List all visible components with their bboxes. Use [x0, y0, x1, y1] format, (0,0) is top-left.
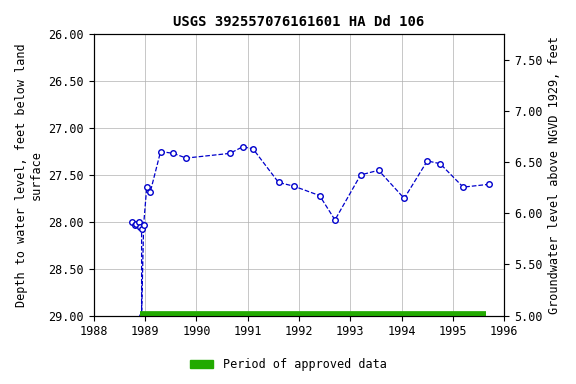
Y-axis label: Groundwater level above NGVD 1929, feet: Groundwater level above NGVD 1929, feet	[548, 36, 561, 314]
Legend: Period of approved data: Period of approved data	[185, 354, 391, 376]
Title: USGS 392557076161601 HA Dd 106: USGS 392557076161601 HA Dd 106	[173, 15, 425, 29]
Y-axis label: Depth to water level, feet below land
surface: Depth to water level, feet below land su…	[15, 43, 43, 307]
